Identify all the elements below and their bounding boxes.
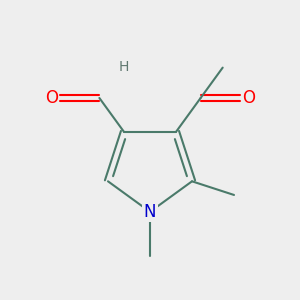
Text: O: O bbox=[45, 89, 58, 107]
Text: N: N bbox=[144, 203, 156, 221]
Text: H: H bbox=[118, 60, 129, 74]
Text: O: O bbox=[242, 89, 255, 107]
